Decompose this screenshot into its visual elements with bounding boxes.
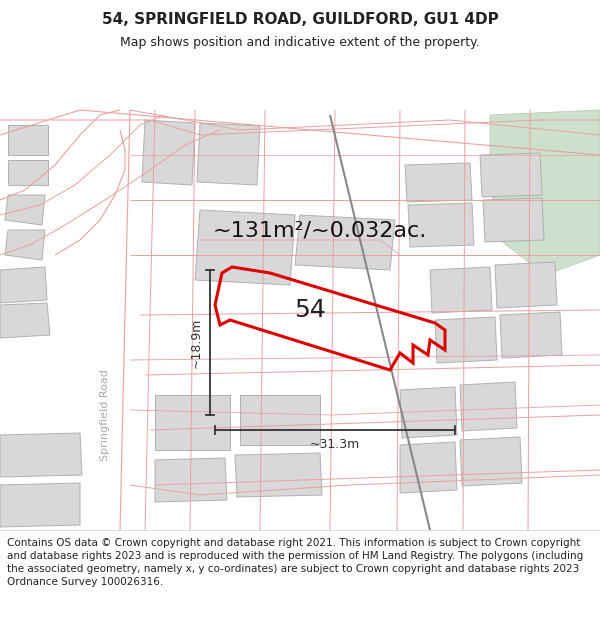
Polygon shape: [235, 453, 322, 497]
Text: ~131m²/~0.032ac.: ~131m²/~0.032ac.: [213, 220, 427, 240]
Polygon shape: [197, 123, 260, 185]
Polygon shape: [495, 262, 557, 308]
Polygon shape: [142, 120, 195, 185]
Polygon shape: [0, 303, 50, 338]
Text: ~31.3m: ~31.3m: [310, 438, 360, 451]
Polygon shape: [8, 160, 48, 185]
Polygon shape: [460, 437, 522, 486]
Polygon shape: [460, 382, 517, 431]
Polygon shape: [0, 267, 47, 303]
Polygon shape: [400, 442, 457, 493]
Polygon shape: [408, 203, 474, 247]
Polygon shape: [405, 163, 472, 202]
Polygon shape: [155, 458, 227, 502]
Text: 54: 54: [294, 298, 326, 322]
Polygon shape: [435, 317, 497, 363]
Text: Contains OS data © Crown copyright and database right 2021. This information is : Contains OS data © Crown copyright and d…: [7, 538, 583, 588]
Polygon shape: [483, 198, 544, 242]
Polygon shape: [195, 210, 295, 285]
Polygon shape: [480, 153, 542, 197]
Polygon shape: [430, 267, 492, 313]
Polygon shape: [240, 395, 320, 445]
Polygon shape: [400, 387, 457, 438]
Polygon shape: [490, 110, 600, 275]
Polygon shape: [0, 433, 82, 477]
Polygon shape: [5, 195, 45, 225]
Polygon shape: [295, 215, 395, 270]
Text: Map shows position and indicative extent of the property.: Map shows position and indicative extent…: [120, 36, 480, 49]
Text: Springfield Road: Springfield Road: [100, 369, 110, 461]
Polygon shape: [5, 230, 45, 260]
Polygon shape: [8, 125, 48, 155]
Polygon shape: [155, 395, 230, 450]
Text: 54, SPRINGFIELD ROAD, GUILDFORD, GU1 4DP: 54, SPRINGFIELD ROAD, GUILDFORD, GU1 4DP: [101, 12, 499, 27]
Text: ~18.9m: ~18.9m: [190, 318, 203, 368]
Polygon shape: [0, 483, 80, 527]
Polygon shape: [500, 312, 562, 358]
